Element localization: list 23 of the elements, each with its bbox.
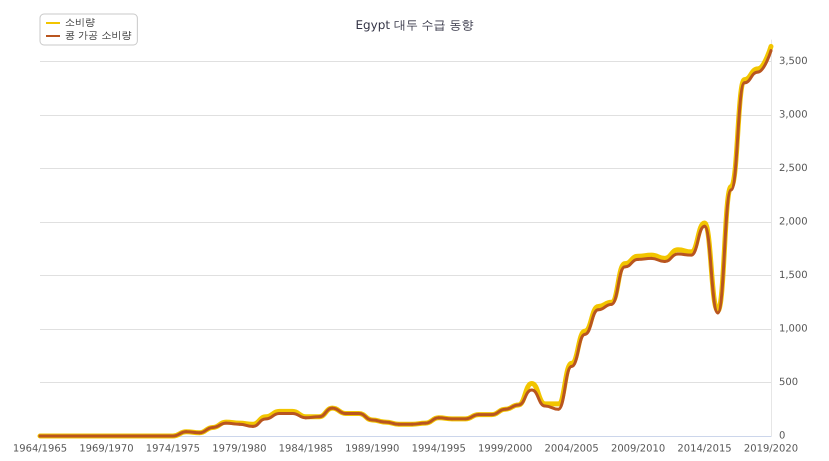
y-tick-label: 0 xyxy=(779,430,786,442)
x-tick-label: 2004/2005 xyxy=(544,444,599,454)
y-tick-label: 500 xyxy=(779,376,798,388)
x-tick-label: 1999/2000 xyxy=(478,444,532,454)
chart-title: Egypt 대두 수급 동향 xyxy=(355,18,474,32)
x-tick-label: 1989/1990 xyxy=(345,444,400,454)
legend-label: 소비량 xyxy=(65,18,95,28)
y-tick-label: 1,000 xyxy=(779,323,808,334)
x-tick-label: 2014/2015 xyxy=(677,444,732,454)
y-tick-label: 1,500 xyxy=(779,270,808,281)
y-tick-label: 3,500 xyxy=(779,56,808,67)
x-tick-label: 1984/1985 xyxy=(278,444,333,454)
y-tick-label: 3,000 xyxy=(779,109,808,120)
x-tick-label: 2019/2020 xyxy=(744,444,798,454)
x-tick-label: 1964/1965 xyxy=(12,444,68,454)
y-tick-label: 2,000 xyxy=(779,216,808,228)
y-tick-label: 2,500 xyxy=(779,162,808,174)
x-tick-label: 1969/1970 xyxy=(79,444,134,454)
x-tick-label: 1974/1975 xyxy=(146,444,200,454)
legend-label: 콩 가공 소비량 xyxy=(65,30,132,42)
x-tick-label: 2009/2010 xyxy=(610,444,666,454)
x-tick-label: 1979/1980 xyxy=(212,444,267,454)
x-tick-label: 1994/1995 xyxy=(412,444,466,454)
